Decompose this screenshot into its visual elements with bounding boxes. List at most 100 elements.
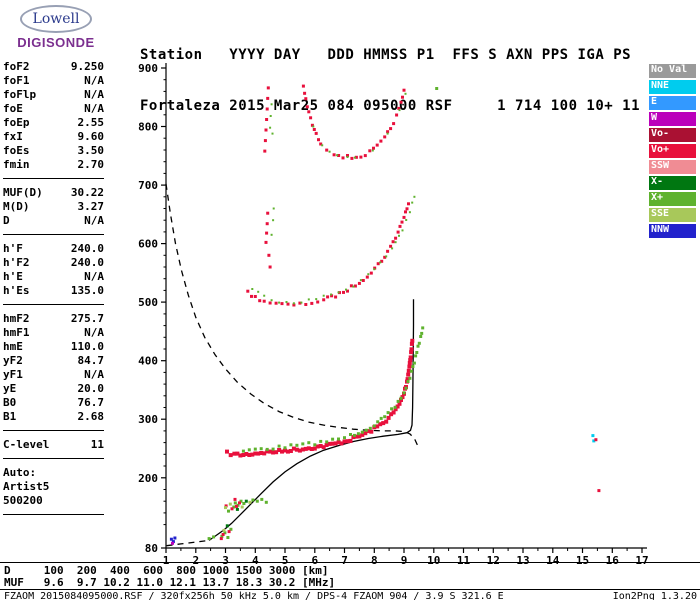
param-value: 110.0 xyxy=(70,340,104,353)
param-row-hme: hmE 110.0 xyxy=(3,340,104,354)
svg-text:8: 8 xyxy=(371,554,378,567)
param-label: yF1 xyxy=(3,368,23,381)
header-line-2: Fortaleza 2015 Mar25 084 095000 RSF 1 71… xyxy=(140,98,641,114)
header-line-1: Station YYYY DAY DDD HMMSS P1 FFS S AXN … xyxy=(140,47,632,63)
trace-stray-cyan xyxy=(591,434,596,443)
svg-text:17: 17 xyxy=(635,554,648,567)
param-label: fxI xyxy=(3,130,23,143)
legend-item-e: E xyxy=(649,96,696,110)
param-label: hmF2 xyxy=(3,312,30,325)
param-value: 76.7 xyxy=(77,396,105,409)
param-label: M(D) xyxy=(3,200,30,213)
param-value: 11 xyxy=(90,438,104,451)
svg-text:500: 500 xyxy=(138,296,158,309)
param-label: D xyxy=(3,214,10,227)
svg-text:15: 15 xyxy=(576,554,589,567)
param-label: yF2 xyxy=(3,354,23,367)
param-footer-auto: Auto: xyxy=(3,466,104,480)
param-label: C-level xyxy=(3,438,50,451)
param-value: 30.22 xyxy=(70,186,104,199)
svg-text:200: 200 xyxy=(138,472,158,485)
svg-text:900: 900 xyxy=(138,62,158,75)
trace-noise-left-magenta xyxy=(171,541,174,545)
param-label: foEp xyxy=(3,116,30,129)
param-row-fxi: fxI 9.60 xyxy=(3,130,104,144)
param-value: 9.250 xyxy=(70,60,104,73)
muf-row: MUF 9.6 9.7 10.2 11.0 12.1 13.7 18.3 30.… xyxy=(4,576,336,589)
param-label: yE xyxy=(3,382,17,395)
trace-e-region-red xyxy=(219,497,241,541)
param-label: 500200 xyxy=(3,494,43,507)
svg-text:80: 80 xyxy=(145,542,158,555)
param-label: hmE xyxy=(3,340,23,353)
trace-f-trace-x-mode xyxy=(241,326,425,453)
param-label: foF2 xyxy=(3,60,30,73)
svg-text:12: 12 xyxy=(487,554,500,567)
param-row-fof2: foF2 9.250 xyxy=(3,60,104,74)
param-value: 135.0 xyxy=(70,284,104,297)
svg-text:2: 2 xyxy=(192,554,199,567)
svg-text:14: 14 xyxy=(546,554,560,567)
status-file-info: FZAOM_2015084095000.RSF / 320fx256h 50 k… xyxy=(4,591,504,600)
svg-text:5: 5 xyxy=(282,554,289,567)
param-label: Auto: xyxy=(3,466,37,479)
svg-text:10: 10 xyxy=(427,554,440,567)
legend-item-no-val: No Val xyxy=(649,64,696,78)
trace-e-region-olive xyxy=(222,500,252,532)
trace-spread-column-green xyxy=(269,103,275,236)
param-label: Artist5 xyxy=(3,480,50,493)
legend-item-x+: X+ xyxy=(649,192,696,206)
param-row-ye: yE 20.0 xyxy=(3,382,104,396)
param-row-fof1: foF1 N/A xyxy=(3,74,104,88)
divider-bottom xyxy=(0,589,700,590)
svg-text:300: 300 xyxy=(138,413,158,426)
param-value: 9.60 xyxy=(77,130,105,143)
param-value: N/A xyxy=(84,102,104,115)
param-label: h'F xyxy=(3,242,23,255)
svg-text:1: 1 xyxy=(163,554,170,567)
param-row-h-f: h'F 240.0 xyxy=(3,242,104,256)
echo-direction-legend: No Val NNE E W Vo- Vo+ SSW X- X+ SSE NNW xyxy=(649,64,696,240)
param-value: N/A xyxy=(84,270,104,283)
param-value: N/A xyxy=(84,326,104,339)
param-label: h'F2 xyxy=(3,256,30,269)
param-label: B1 xyxy=(3,410,17,423)
param-row-h-es: h'Es 135.0 xyxy=(3,284,104,298)
param-value: 2.55 xyxy=(77,116,105,129)
svg-text:7: 7 xyxy=(341,554,348,567)
legend-item-x-: X- xyxy=(649,176,696,190)
param-value: N/A xyxy=(84,368,104,381)
param-value: 3.50 xyxy=(77,144,105,157)
legend-item-nnw: NNW xyxy=(649,224,696,238)
trace-f-trace-o-mode xyxy=(225,338,415,458)
param-separator xyxy=(3,452,104,466)
trace-stray-green-top xyxy=(435,87,439,90)
legend-item-sse: SSE xyxy=(649,208,696,222)
profile-low-extrapolation xyxy=(166,539,210,547)
legend-item-w: W xyxy=(649,112,696,126)
param-separator xyxy=(3,508,104,522)
svg-text:700: 700 xyxy=(138,179,158,192)
param-label: foE xyxy=(3,102,23,115)
param-label: B0 xyxy=(3,396,17,409)
svg-text:16: 16 xyxy=(606,554,620,567)
param-label: MUF(D) xyxy=(3,186,43,199)
svg-text:11: 11 xyxy=(457,554,471,567)
param-label: foFlp xyxy=(3,88,37,101)
param-separator xyxy=(3,424,104,438)
param-row-foep: foEp 2.55 xyxy=(3,116,104,130)
y-axis: 900 800 700 600 500 400 300 200 80 xyxy=(138,62,167,555)
param-row-b0: B0 76.7 xyxy=(3,396,104,410)
param-value: N/A xyxy=(84,214,104,227)
param-label: fmin xyxy=(3,158,30,171)
svg-text:6: 6 xyxy=(311,554,318,567)
parameter-panel: foF2 9.250 foF1 N/A foFlp N/A foE N/A foEp 2.55 fx… xyxy=(3,60,104,522)
svg-text:800: 800 xyxy=(138,121,158,134)
station-header: Station YYYY DAY DDD HMMSS P1 FFS S AXN … xyxy=(140,13,640,149)
svg-text:400: 400 xyxy=(138,355,158,368)
param-row-yf1: yF1 N/A xyxy=(3,368,104,382)
svg-text:9: 9 xyxy=(401,554,408,567)
param-row-hmf2: hmF2 275.7 xyxy=(3,312,104,326)
x-axis: 1 2 3 4 5 6 7 8 9 10 11 12 13 14 15 16 17 xyxy=(163,547,648,567)
divider-top xyxy=(0,562,700,563)
